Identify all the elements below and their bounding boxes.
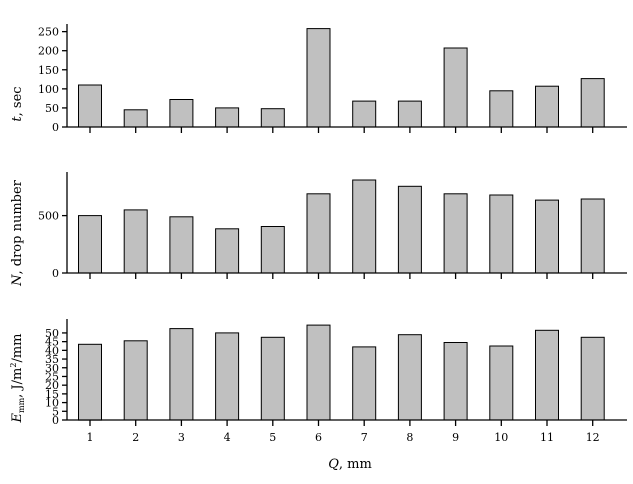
time-bar-2: [123, 109, 148, 128]
energy-bar-2: [123, 340, 148, 421]
drop-number-bar-5: [260, 226, 285, 274]
time-bar-6: [306, 28, 331, 128]
energy-x-tick-label: 9: [452, 431, 459, 444]
energy-bar-11: [535, 329, 559, 421]
drop-number-bar-3: [169, 216, 194, 274]
energy-y-tick-label: 25: [45, 370, 59, 383]
drop-number-bar-4: [215, 228, 240, 274]
energy-x-tick-label: 4: [224, 431, 231, 444]
time-bar-7: [352, 100, 377, 128]
energy-y-tick-label: 30: [45, 362, 59, 375]
drop-number-bar-8: [397, 185, 422, 274]
energy-y-tick-label: 10: [45, 397, 59, 410]
energy-bar-3: [169, 328, 194, 421]
energy-bar-12: [580, 336, 605, 421]
energy-bar-9: [443, 342, 468, 421]
energy-x-tick-label: 1: [87, 431, 94, 444]
energy-x-tick-label: 11: [540, 431, 554, 444]
time-axis-title: t, sec: [10, 86, 25, 121]
drop-number-bar-1: [78, 215, 102, 274]
energy-bar-1: [78, 343, 102, 421]
drop-number-y-tick-label: 500: [38, 210, 59, 223]
energy-x-tick-label: 7: [361, 431, 368, 444]
energy-y-tick-label: 0: [52, 414, 59, 427]
energy-bar-4: [215, 332, 240, 421]
energy-bar-6: [306, 324, 331, 421]
energy-x-tick-label: 10: [494, 431, 508, 444]
energy-bar-10: [489, 345, 514, 421]
drop-number-bar-2: [123, 209, 148, 274]
time-y-tick-label: 250: [38, 26, 59, 39]
energy-bar-8: [397, 334, 422, 421]
drop-number-bar-6: [306, 193, 331, 274]
time-bar-10: [489, 90, 514, 128]
time-y-tick-label: 0: [52, 121, 59, 134]
drop-number-bar-7: [352, 179, 377, 274]
drop-number-axis-title: N, drop number: [10, 179, 25, 287]
energy-y-tick-label: 45: [45, 336, 59, 349]
drop-number-chart: 0 500: [38, 172, 627, 280]
energy-y-tick-label: 15: [45, 388, 59, 401]
time-bar-3: [169, 99, 194, 128]
energy-y-tick-label: 20: [45, 379, 59, 392]
drop-number-bar-12: [580, 198, 605, 274]
energy-x-tick-label: 3: [178, 431, 185, 444]
energy-y-tick-label: 50: [45, 327, 59, 340]
energy-x-tick-label: 8: [406, 431, 413, 444]
time-chart: 0 50 100 150 200 250: [38, 24, 627, 134]
energy-x-tick-label: 12: [586, 431, 600, 444]
time-y-tick-label: 200: [38, 45, 59, 58]
time-bar-1: [78, 84, 102, 128]
energy-x-tick-label: 5: [269, 431, 276, 444]
time-bar-9: [443, 47, 468, 128]
drop-number-bar-10: [489, 194, 514, 274]
drop-number-y-tick-label: 0: [52, 267, 59, 280]
time-y-tick-label: 100: [38, 83, 59, 96]
energy-bar-5: [260, 336, 285, 421]
time-y-tick-label: 150: [38, 64, 59, 77]
time-y-tick-label: 50: [45, 102, 59, 115]
energy-x-tick-label: 6: [315, 431, 322, 444]
drop-number-bar-11: [535, 199, 559, 274]
x-axis-title: Q, mm: [328, 457, 372, 472]
time-bar-8: [397, 100, 422, 128]
drop-number-bar-9: [443, 193, 468, 274]
energy-axis-title: Emm, J/m2/mm: [9, 334, 26, 424]
time-bar-5: [260, 108, 285, 128]
energy-y-tick-label: 5: [52, 405, 59, 418]
time-bar-4: [215, 107, 240, 128]
energy-y-tick-label: 35: [45, 353, 59, 366]
energy-bar-7: [352, 346, 377, 421]
energy-x-tick-label: 2: [132, 431, 139, 444]
time-bar-11: [535, 85, 559, 128]
time-bar-12: [580, 78, 605, 128]
energy-y-tick-label: 40: [45, 344, 59, 357]
